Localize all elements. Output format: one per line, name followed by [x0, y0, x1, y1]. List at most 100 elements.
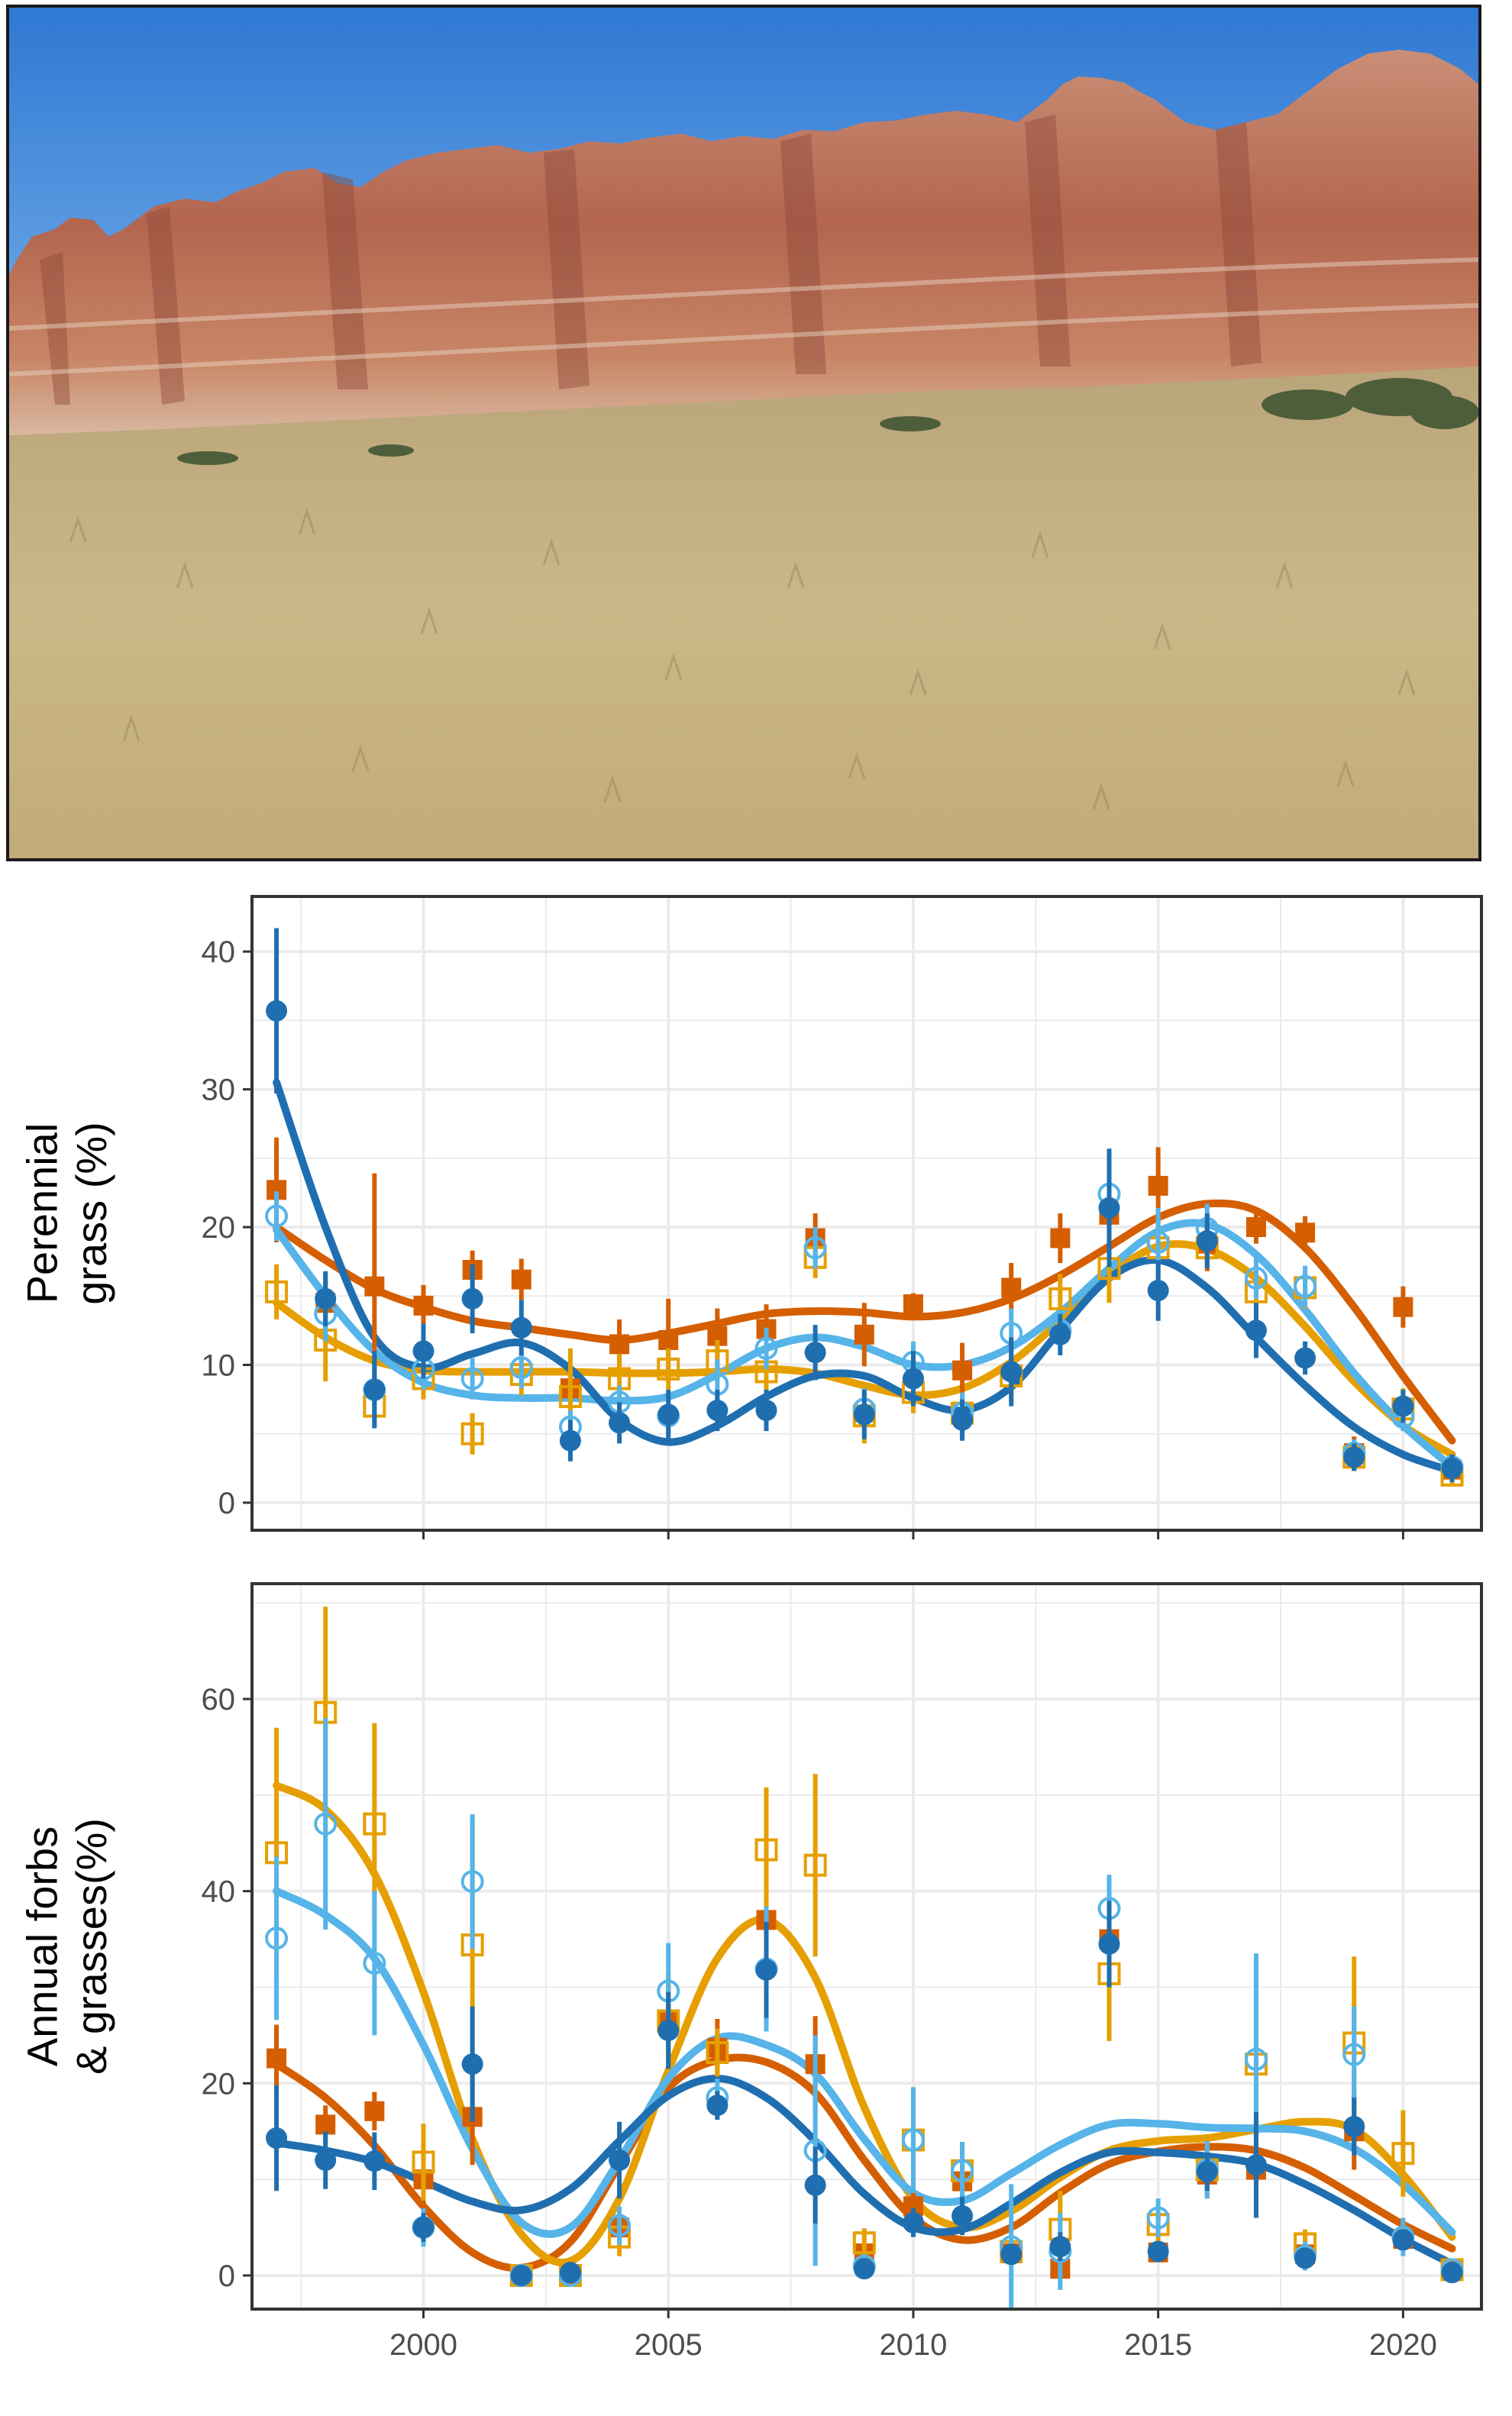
data-point [460, 1422, 484, 1445]
y-tick-label: 0 [218, 1487, 235, 1520]
data-point [657, 1403, 680, 1426]
perennial-grass-chart: 0 10 20 30 40 Perennialgrass (%) [18, 895, 1483, 1539]
data-point [1148, 1175, 1168, 1196]
data-point [559, 1429, 581, 1452]
data-point [315, 1287, 337, 1310]
data-point [315, 2149, 337, 2171]
fit-line-orange [273, 2053, 1456, 2272]
data-point [804, 1342, 826, 1364]
data-point [804, 2174, 826, 2196]
data-point [1146, 2206, 1170, 2230]
data-point [1098, 1933, 1120, 1955]
data-point [1001, 1277, 1022, 1298]
data-point [755, 1959, 777, 1981]
data-point [1196, 2161, 1218, 2183]
data-point [1294, 1347, 1317, 1369]
data-point [1244, 1266, 1268, 1290]
data-point [1392, 1395, 1414, 1417]
data-point [559, 2262, 581, 2284]
data-point [657, 1357, 680, 1381]
data-point [902, 2211, 924, 2234]
data-point [1146, 1230, 1170, 1254]
data-point [460, 1367, 484, 1390]
data-point [609, 1334, 630, 1355]
y-axis-title-line: Annual forbs [18, 1827, 66, 2066]
data-point [1391, 2142, 1415, 2166]
data-point [1245, 1319, 1267, 1342]
y-axis-title-line: & grasses(%) [67, 1818, 115, 2075]
data-point [853, 2258, 875, 2280]
data-point [853, 1403, 875, 1426]
data-point [951, 2159, 974, 2182]
data-point [803, 1236, 827, 1260]
data-point [412, 2217, 435, 2239]
data-point [609, 2149, 631, 2171]
data-point [266, 1000, 288, 1022]
plot-background [252, 896, 1481, 1530]
data-point [363, 1378, 386, 1400]
plot-border [250, 1582, 1483, 2311]
data-point [510, 1316, 532, 1339]
data-point [412, 1340, 435, 1362]
data-point [608, 2214, 632, 2237]
data-point [1245, 1217, 1266, 1238]
data-point [1441, 1457, 1463, 1479]
data-point [363, 2150, 386, 2172]
landscape-illustration [9, 8, 1478, 858]
y-tick-label: 40 [202, 935, 236, 969]
data-point [1049, 2236, 1071, 2258]
data-point [657, 2020, 680, 2042]
data-point [1392, 2229, 1414, 2251]
y-tick-label: 60 [202, 1683, 236, 1717]
data-point [803, 1853, 827, 1877]
rock-shadows [40, 115, 1262, 405]
data-point [1050, 1228, 1071, 1248]
data-point [706, 2041, 729, 2065]
data-point [1343, 2115, 1365, 2137]
y-axis-title: Annual forbs& grasses(%) [18, 1818, 115, 2075]
annual-forbs-grasses-chart: 0 20 40 60 2000 2005 2010 2015 2020 Annual forbs&… [18, 1582, 1483, 2362]
data-point [1393, 1297, 1413, 1317]
x-tick-label: 2010 [879, 2328, 947, 2362]
y-axis-title-line: Perennial [18, 1123, 66, 1304]
y-tick-label: 0 [218, 2259, 235, 2293]
data-point [265, 1927, 289, 1950]
x-tick-label: 2005 [635, 2328, 703, 2362]
data-point [413, 1295, 434, 1316]
data-point [314, 1812, 338, 1836]
fit-line-light_blue [273, 1887, 1456, 2238]
x-tick-label: 2000 [389, 2328, 457, 2362]
data-point [315, 2114, 336, 2135]
data-point [460, 1870, 484, 1894]
data-point [951, 1409, 974, 1431]
data-point [1244, 2047, 1268, 2071]
grassland [9, 367, 1478, 858]
data-point [363, 1812, 386, 1836]
series-dark_blue [266, 1901, 1463, 2286]
rock-bands [9, 257, 1478, 376]
data-point [1295, 1223, 1316, 1243]
y-axis-title: Perennialgrass (%) [18, 1122, 115, 1305]
data-point [363, 1952, 386, 1975]
data-point [265, 1280, 289, 1303]
fit-line-gold [273, 1781, 1456, 2266]
data-point [461, 2053, 483, 2075]
data-point [902, 1368, 924, 1390]
data-point [1147, 2240, 1169, 2263]
data-point [754, 1838, 778, 1862]
data-point [852, 2231, 876, 2255]
grass-texture [69, 508, 1416, 810]
data-point [510, 2264, 532, 2286]
y-tick-label: 40 [202, 1875, 236, 1909]
data-point [266, 2127, 288, 2150]
data-point [951, 2204, 974, 2227]
data-point [1441, 2262, 1463, 2284]
data-point [558, 1384, 582, 1408]
data-point [461, 1287, 483, 1310]
data-point [1147, 1280, 1169, 1302]
data-point [509, 1356, 533, 1380]
y-tick-label: 30 [202, 1074, 236, 1107]
data-point [952, 1360, 973, 1381]
y-tick-label: 20 [202, 1211, 236, 1245]
data-point [1048, 1287, 1072, 1310]
